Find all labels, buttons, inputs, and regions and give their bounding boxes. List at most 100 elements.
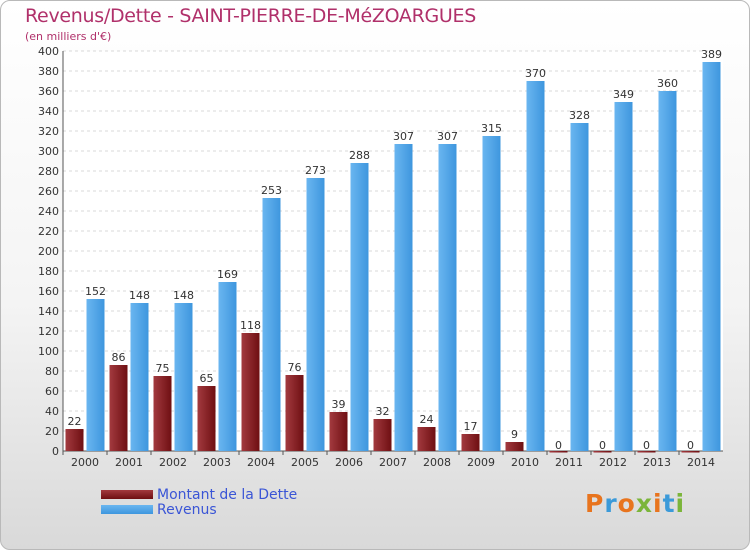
y-tick-label: 320 — [38, 125, 59, 138]
bar-debt — [637, 451, 656, 453]
bar-revenue — [526, 81, 545, 451]
bar-revenue — [438, 144, 457, 451]
logo-letter: P — [585, 489, 605, 518]
x-tick-label: 2012 — [599, 456, 627, 469]
data-label-debt: 17 — [464, 420, 478, 433]
bar-debt — [417, 427, 436, 451]
y-tick-label: 160 — [38, 285, 59, 298]
data-label-debt: 75 — [156, 362, 170, 375]
data-label-revenue: 148 — [129, 289, 150, 302]
logo-letter: o — [617, 489, 636, 518]
y-tick-label: 80 — [45, 365, 59, 378]
legend: Montant de la Dette Revenus — [101, 486, 298, 518]
bar-revenue — [86, 299, 105, 451]
bar-debt — [109, 365, 128, 451]
data-label-debt: 0 — [555, 439, 562, 452]
y-tick-label: 140 — [38, 305, 59, 318]
legend-label-debt: Montant de la Dette — [157, 486, 298, 503]
y-tick-label: 260 — [38, 185, 59, 198]
y-tick-label: 220 — [38, 225, 59, 238]
x-tick-label: 2007 — [379, 456, 407, 469]
x-tick-label: 2001 — [115, 456, 143, 469]
data-label-revenue: 152 — [85, 285, 106, 298]
data-label-revenue: 148 — [173, 289, 194, 302]
y-tick-label: 400 — [38, 45, 59, 58]
y-tick-label: 0 — [52, 445, 59, 458]
x-tick-label: 2006 — [335, 456, 363, 469]
bar-revenue — [262, 198, 281, 451]
data-label-debt: 76 — [288, 361, 302, 374]
x-tick-label: 2014 — [687, 456, 715, 469]
logo-letter: i — [653, 489, 663, 518]
data-label-revenue: 360 — [657, 77, 678, 90]
data-label-debt: 86 — [112, 351, 126, 364]
bar-debt — [329, 412, 348, 451]
bar-revenue — [614, 102, 633, 451]
y-tick-label: 120 — [38, 325, 59, 338]
x-tick-label: 2008 — [423, 456, 451, 469]
data-label-debt: 22 — [68, 415, 82, 428]
bar-revenue — [570, 123, 589, 451]
bar-debt — [593, 451, 612, 453]
bar-debt — [153, 376, 172, 451]
bar-revenue — [218, 282, 237, 451]
data-label-debt: 32 — [376, 405, 390, 418]
y-tick-label: 200 — [38, 245, 59, 258]
bar-revenue — [658, 91, 677, 451]
data-label-debt: 0 — [687, 439, 694, 452]
bar-revenue — [702, 62, 721, 451]
x-tick-label: 2000 — [71, 456, 99, 469]
x-tick-label: 2010 — [511, 456, 539, 469]
bar-debt — [681, 451, 700, 453]
data-label-revenue: 328 — [569, 109, 590, 122]
data-label-debt: 9 — [511, 428, 518, 441]
y-tick-label: 180 — [38, 265, 59, 278]
bar-revenue — [394, 144, 413, 451]
x-tick-label: 2009 — [467, 456, 495, 469]
y-tick-label: 380 — [38, 65, 59, 78]
proxiti-logo: Proxiti — [585, 489, 685, 518]
data-label-debt: 24 — [420, 413, 434, 426]
x-tick-label: 2004 — [247, 456, 275, 469]
logo-letter: r — [604, 489, 618, 518]
data-label-debt: 39 — [332, 398, 346, 411]
x-tick-label: 2003 — [203, 456, 231, 469]
bar-debt — [241, 333, 260, 451]
y-tick-label: 280 — [38, 165, 59, 178]
data-label-debt: 118 — [240, 319, 261, 332]
bar-revenue — [306, 178, 325, 451]
y-tick-label: 20 — [45, 425, 59, 438]
x-tick-label: 2011 — [555, 456, 583, 469]
data-label-revenue: 389 — [701, 48, 722, 61]
data-label-revenue: 349 — [613, 88, 634, 101]
y-tick-label: 300 — [38, 145, 59, 158]
data-label-revenue: 315 — [481, 122, 502, 135]
bar-revenue — [350, 163, 369, 451]
y-tick-label: 60 — [45, 385, 59, 398]
data-label-revenue: 253 — [261, 184, 282, 197]
x-tick-label: 2013 — [643, 456, 671, 469]
data-label-revenue: 307 — [393, 130, 414, 143]
bar-debt — [197, 386, 216, 451]
logo-letter: x — [635, 489, 653, 518]
x-tick-label: 2002 — [159, 456, 187, 469]
logo-letter: t — [662, 489, 676, 518]
bar-debt — [505, 442, 524, 451]
logo-letter: i — [675, 489, 686, 518]
chart-title: Revenus/Dette - SAINT-PIERRE-DE-MéZOARGU… — [25, 5, 476, 27]
legend-swatch-revenue — [101, 505, 153, 514]
y-tick-label: 240 — [38, 205, 59, 218]
legend-swatch-debt — [101, 490, 153, 499]
bar-debt — [65, 429, 84, 451]
y-tick-label: 340 — [38, 105, 59, 118]
y-tick-label: 360 — [38, 85, 59, 98]
data-label-revenue: 288 — [349, 149, 370, 162]
bar-revenue — [130, 303, 149, 451]
legend-item-revenue: Revenus — [101, 502, 297, 518]
bar-debt — [373, 419, 392, 451]
data-label-debt: 0 — [599, 439, 606, 452]
bar-debt — [549, 451, 568, 453]
y-tick-label: 100 — [38, 345, 59, 358]
data-label-debt: 65 — [200, 372, 214, 385]
